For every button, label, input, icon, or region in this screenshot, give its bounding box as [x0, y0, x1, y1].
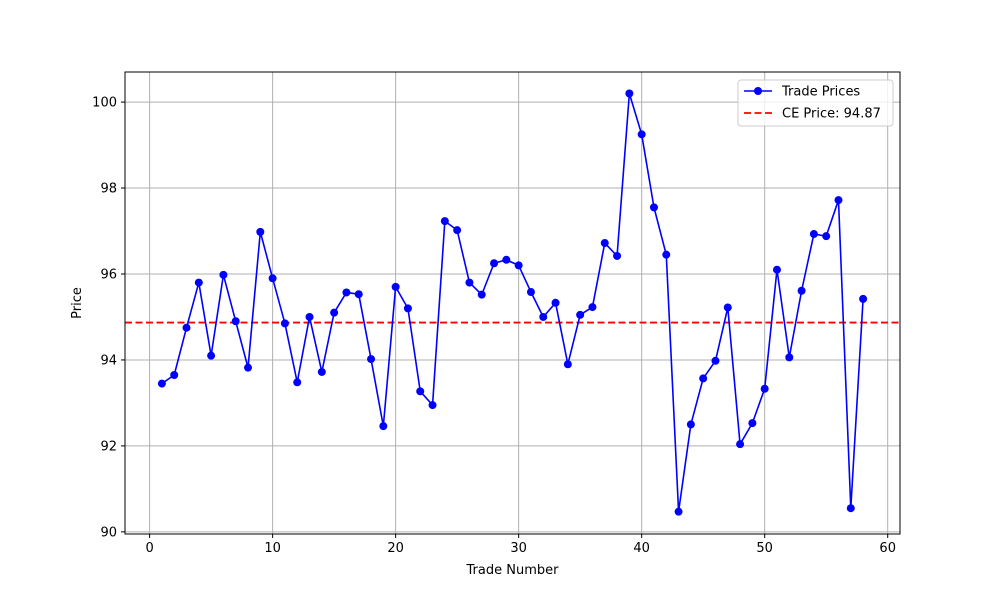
data-point: [440, 217, 449, 226]
data-point: [354, 290, 363, 299]
series-layer: [157, 89, 868, 516]
data-point: [367, 355, 376, 364]
data-point: [563, 360, 572, 369]
y-tick-label: 98: [100, 182, 117, 197]
y-tick-label: 92: [100, 439, 117, 454]
data-point: [194, 278, 203, 287]
x-tick-label: 0: [145, 541, 153, 556]
data-point: [600, 239, 609, 248]
data-point: [428, 401, 437, 410]
y-tick-label: 90: [100, 525, 117, 540]
data-point: [797, 286, 806, 295]
legend-label-trade-prices: Trade Prices: [781, 85, 860, 100]
plot-frame: [124, 71, 901, 535]
data-point: [231, 317, 240, 326]
data-point: [834, 196, 843, 205]
data-point: [514, 261, 523, 270]
data-point: [576, 310, 585, 319]
data-point: [526, 288, 535, 297]
data-point: [280, 319, 289, 328]
data-point: [699, 374, 708, 383]
data-point: [342, 288, 351, 297]
grid: [125, 72, 900, 534]
y-tick-label: 100: [92, 96, 117, 111]
data-point: [305, 312, 314, 321]
data-point: [207, 351, 216, 360]
x-tick-label: 10: [264, 541, 281, 556]
x-axis-label: Trade Number: [466, 563, 560, 578]
data-point: [772, 265, 781, 274]
data-point: [465, 278, 474, 287]
data-point: [157, 379, 166, 388]
y-axis-label: Price: [70, 287, 85, 319]
data-point: [170, 370, 179, 379]
data-point: [490, 259, 499, 268]
data-point: [403, 304, 412, 313]
x-tick-label: 30: [510, 541, 527, 556]
data-point: [637, 130, 646, 139]
y-tick-label: 96: [100, 267, 117, 282]
x-tick-label: 50: [756, 541, 773, 556]
axes: 0 10 20 30 40 50 60 90 92 94 96 98 100: [92, 96, 896, 556]
data-point: [416, 387, 425, 396]
data-point: [748, 419, 757, 428]
legend: Trade Prices CE Price: 94.87: [737, 79, 894, 127]
data-point: [613, 251, 622, 260]
data-point: [785, 353, 794, 362]
legend-box: [737, 79, 894, 127]
data-point: [391, 282, 400, 291]
data-point: [551, 298, 560, 307]
legend-marker-icon: [754, 87, 762, 95]
data-point: [182, 323, 191, 332]
data-point: [502, 255, 511, 264]
data-point: [293, 378, 302, 387]
y-tick-label: 94: [100, 353, 117, 368]
data-point: [736, 440, 745, 449]
legend-label-ce-price: CE Price: 94.87: [782, 107, 881, 122]
x-tick-label: 60: [879, 541, 896, 556]
data-point: [588, 303, 597, 312]
data-point: [625, 89, 634, 98]
data-point: [317, 367, 326, 376]
data-point: [379, 422, 388, 431]
data-point: [822, 232, 831, 241]
data-point: [686, 420, 695, 429]
data-point: [244, 363, 253, 372]
x-tick-label: 20: [387, 541, 404, 556]
data-point: [711, 356, 720, 365]
data-point: [256, 227, 265, 236]
data-point: [723, 303, 732, 312]
data-point: [219, 270, 228, 279]
data-point: [330, 308, 339, 317]
data-point: [760, 384, 769, 393]
data-point: [268, 274, 277, 283]
data-point: [453, 226, 462, 235]
data-point: [539, 312, 548, 321]
data-point: [662, 250, 671, 259]
data-point: [674, 507, 683, 516]
data-point: [859, 294, 868, 303]
data-point: [846, 504, 855, 513]
data-point: [477, 290, 486, 299]
series-line: [161, 92, 864, 513]
data-point: [809, 230, 818, 239]
x-tick-label: 40: [633, 541, 650, 556]
data-point: [649, 203, 658, 212]
